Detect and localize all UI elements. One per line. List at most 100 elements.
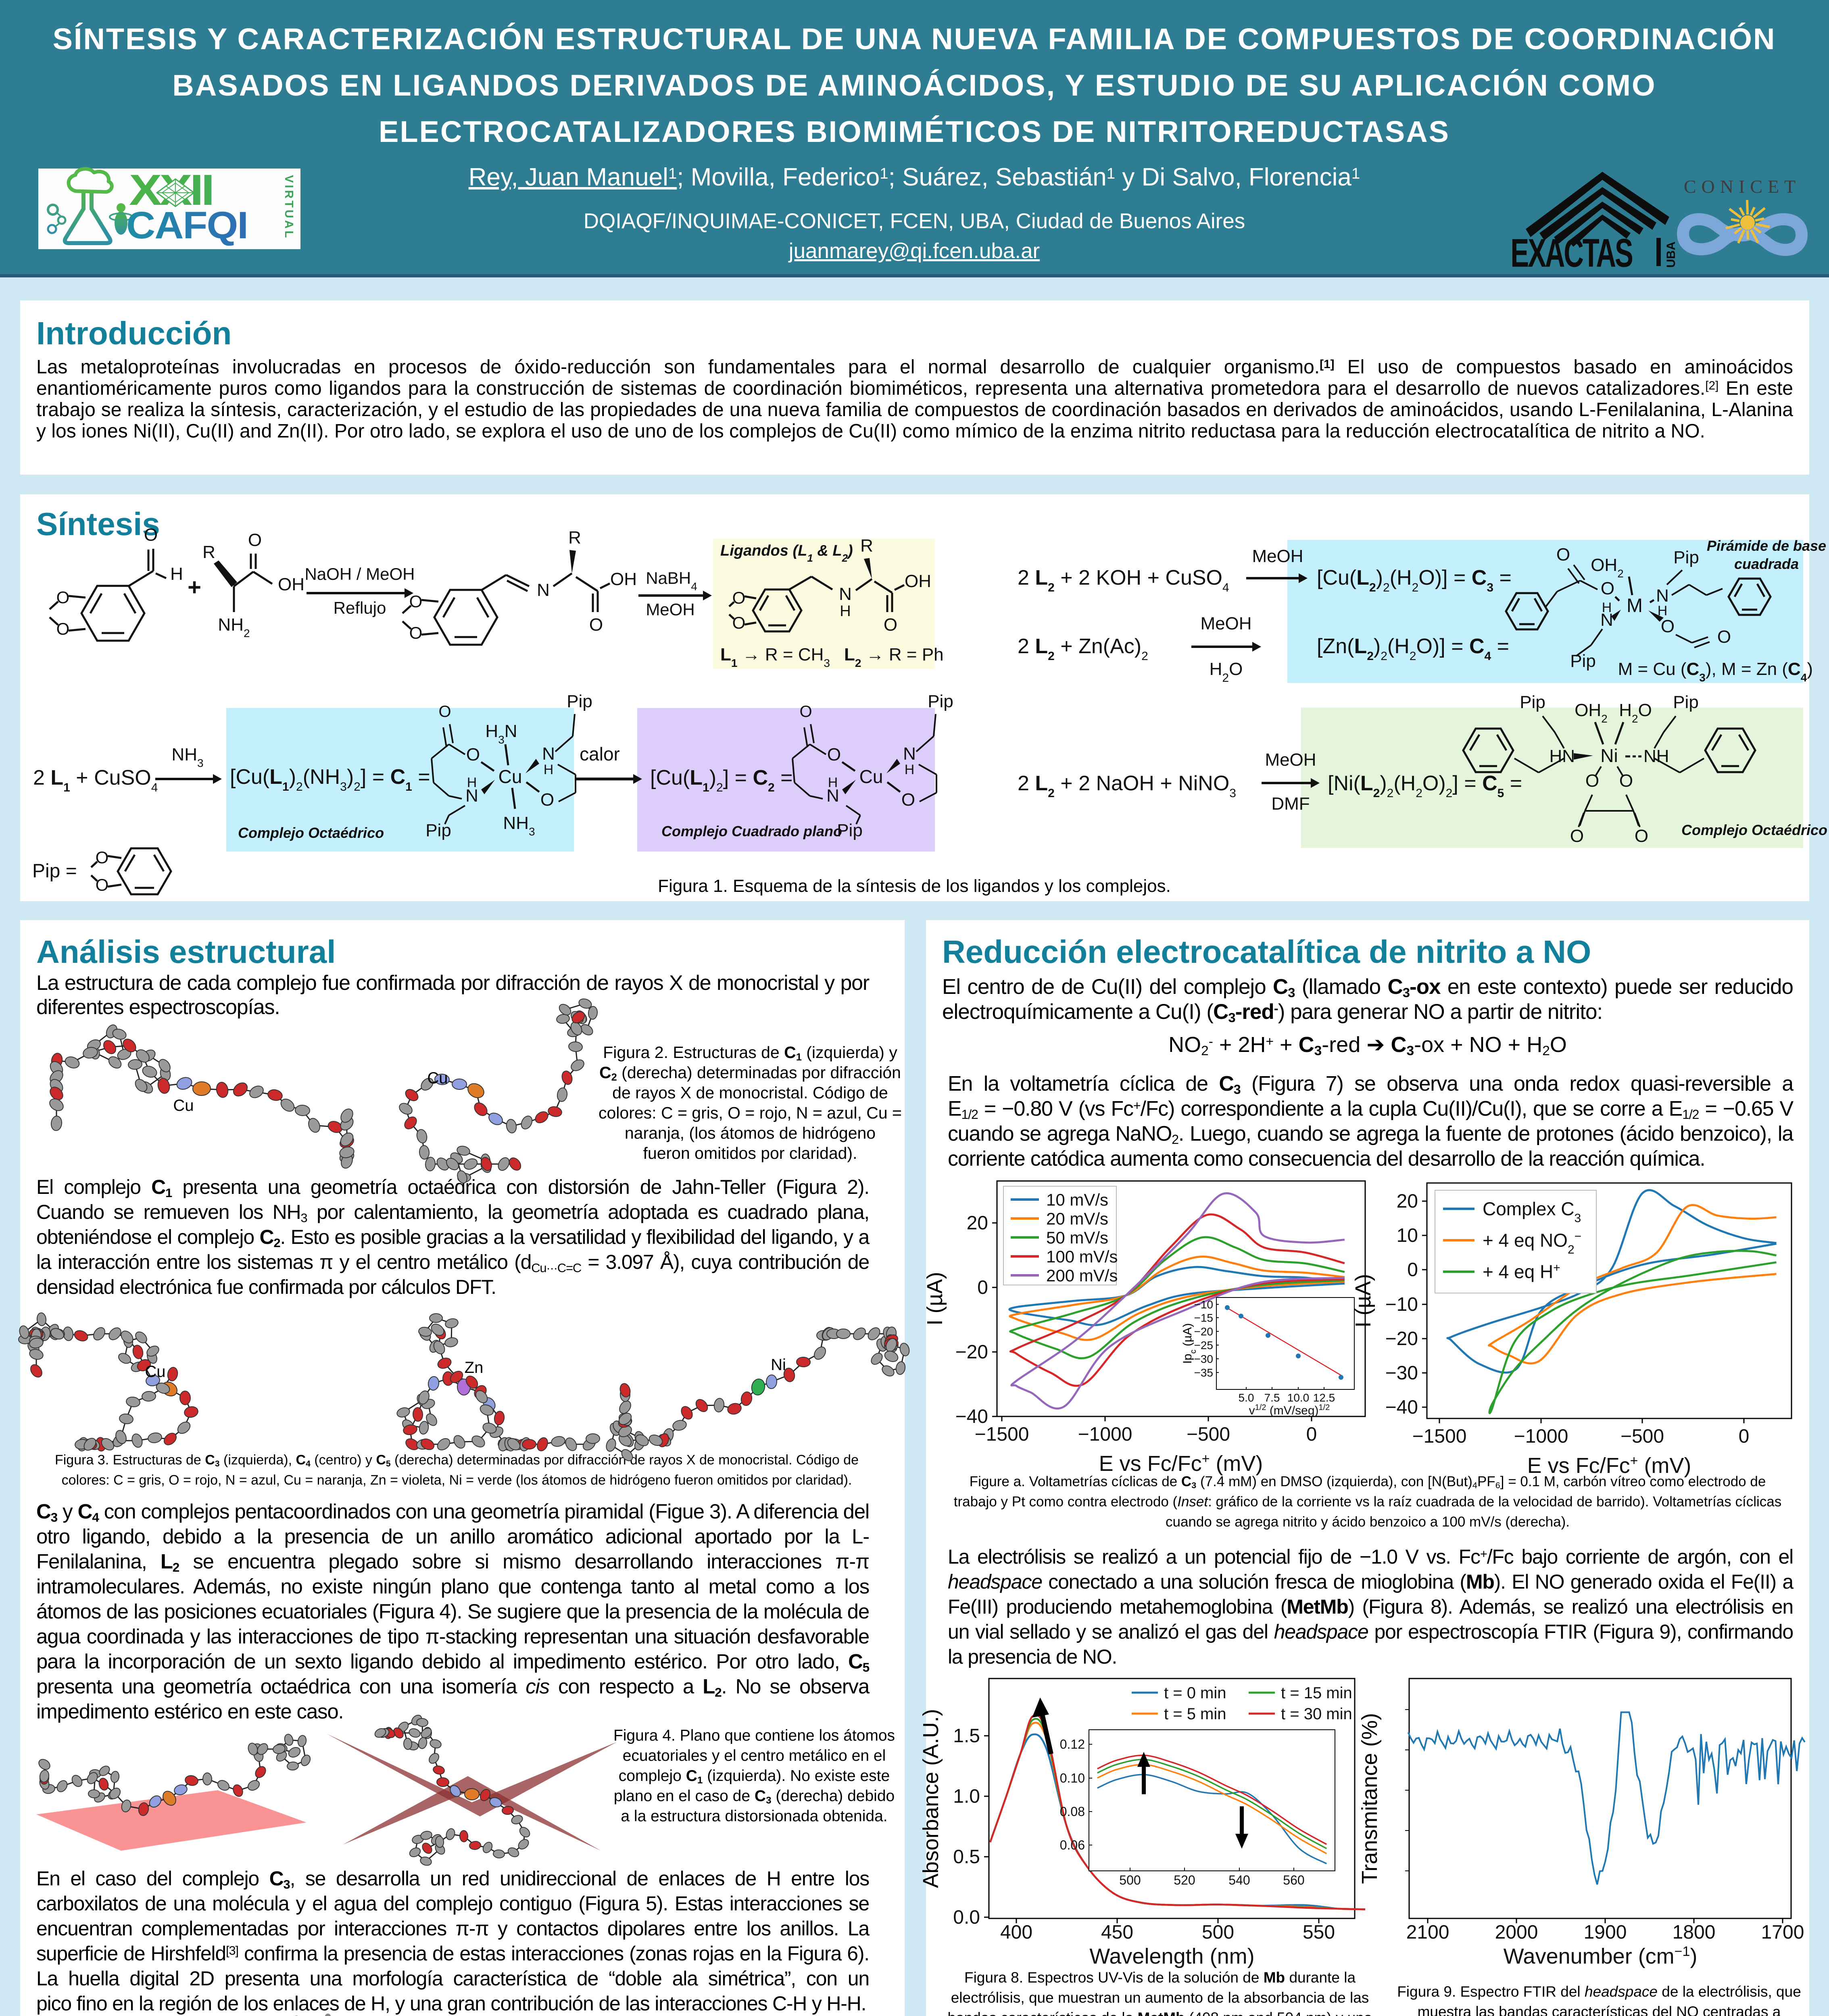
svg-text:1700: 1700: [1761, 1922, 1804, 1943]
svg-text:1900: 1900: [1584, 1922, 1627, 1943]
svg-text:O: O: [409, 592, 423, 611]
svg-text:CONICET: CONICET: [1684, 176, 1801, 197]
svg-text:−15: −15: [1194, 1312, 1214, 1324]
svg-text:O: O: [732, 588, 746, 607]
svg-text:Pip: Pip: [1520, 692, 1545, 712]
svg-text:H: H: [1602, 600, 1612, 615]
svg-text:N: N: [839, 584, 852, 604]
svg-text:Pip: Pip: [425, 821, 451, 840]
svg-text:200 mV/s: 200 mV/s: [1046, 1266, 1118, 1285]
svg-text:0: 0: [1306, 1424, 1317, 1445]
svg-text:1.5: 1.5: [953, 1725, 980, 1747]
svg-text:O: O: [1635, 826, 1648, 846]
svg-text:500: 500: [1119, 1873, 1141, 1887]
svg-text:O: O: [589, 615, 603, 635]
svg-text:H: H: [840, 603, 851, 620]
svg-text:Pip =: Pip =: [32, 860, 77, 882]
svg-text:520: 520: [1174, 1873, 1195, 1887]
svg-text:−25: −25: [1194, 1339, 1214, 1352]
svg-text:0.0: 0.0: [953, 1907, 980, 1928]
svg-text:20: 20: [967, 1212, 988, 1234]
svg-text:−40: −40: [955, 1406, 988, 1427]
svg-text:O: O: [1556, 545, 1570, 564]
svg-text:−30: −30: [1385, 1362, 1418, 1384]
svg-text:0.08: 0.08: [1060, 1804, 1085, 1819]
svg-text:[Zn(L2)2(H2O)] = C4 =: [Zn(L2)2(H2O)] = C4 =: [1317, 635, 1509, 663]
svg-text:2000: 2000: [1495, 1922, 1538, 1943]
svg-text:NH2: NH2: [218, 615, 250, 639]
svg-text:Cu: Cu: [859, 766, 883, 787]
svg-text:Pip: Pip: [1570, 651, 1596, 671]
svg-text:Pip: Pip: [837, 821, 863, 840]
svg-text:t = 30 min: t = 30 min: [1281, 1705, 1352, 1723]
svg-text:O: O: [732, 613, 746, 632]
svg-text:I (µA): I (µA): [1351, 1274, 1375, 1327]
svg-text:O: O: [96, 875, 109, 894]
svg-text:O: O: [409, 623, 423, 642]
svg-text:N: N: [542, 744, 555, 764]
svg-text:O: O: [248, 530, 262, 550]
svg-text:OH: OH: [610, 569, 637, 589]
svg-text:NH3: NH3: [503, 813, 535, 838]
svg-text:450: 450: [1101, 1922, 1133, 1943]
svg-text:[Ni(L2)2(H2O)2] = C5 =: [Ni(L2)2(H2O)2] = C5 =: [1328, 772, 1522, 800]
svg-text:NaOH / MeOH: NaOH / MeOH: [304, 564, 415, 583]
svg-text:E vs Fc/Fc+ (mV): E vs Fc/Fc+ (mV): [1099, 1451, 1263, 1476]
svg-text:O: O: [56, 619, 70, 638]
svg-text:12.5: 12.5: [1313, 1391, 1335, 1404]
svg-text:0: 0: [1407, 1259, 1418, 1281]
svg-text:2100: 2100: [1406, 1922, 1449, 1943]
svg-text:10 mV/s: 10 mV/s: [1046, 1190, 1108, 1209]
svg-text:EXACTAS: EXACTAS: [1510, 231, 1632, 276]
svg-text:+: +: [188, 574, 201, 600]
svg-text:Wavenumber (cm−1): Wavenumber (cm−1): [1504, 1944, 1698, 1968]
svg-text:500: 500: [1202, 1922, 1234, 1943]
svg-text:H2O: H2O: [1210, 659, 1243, 685]
svg-text:CAFQI: CAFQI: [126, 204, 248, 246]
svg-text:OH: OH: [278, 575, 304, 594]
svg-text:−500: −500: [1187, 1424, 1230, 1445]
svg-text:[Cu(L1)2(NH3)2] = C1 =: [Cu(L1)2(NH3)2] = C1 =: [230, 765, 430, 793]
svg-text:400: 400: [1000, 1922, 1032, 1943]
svg-text:N: N: [826, 786, 839, 806]
svg-text:0.12: 0.12: [1060, 1737, 1085, 1752]
svg-text:Cu: Cu: [498, 766, 522, 787]
svg-text:M = Cu (C3), M = Zn (C4): M = Cu (C3), M = Zn (C4): [1618, 659, 1813, 684]
svg-text:MeOH: MeOH: [1252, 546, 1303, 566]
svg-text:+ 4 eq H+: + 4 eq H+: [1483, 1261, 1560, 1283]
svg-text:Pip: Pip: [1673, 692, 1699, 712]
svg-text:−40: −40: [1385, 1397, 1418, 1418]
svg-text:−1000: −1000: [1514, 1426, 1568, 1447]
svg-text:H: H: [544, 762, 554, 777]
svg-text:−1000: −1000: [1078, 1424, 1132, 1445]
svg-text:H: H: [170, 564, 183, 584]
svg-text:−1500: −1500: [1412, 1426, 1467, 1447]
svg-text:O: O: [827, 745, 841, 764]
svg-text:20: 20: [1397, 1191, 1418, 1212]
svg-text:Cu: Cu: [173, 1097, 194, 1114]
svg-text:2 L2 + 2 NaOH + NiNO3: 2 L2 + 2 NaOH + NiNO3: [1018, 772, 1236, 800]
svg-text:H: H: [828, 775, 838, 790]
svg-text:−1500: −1500: [975, 1424, 1029, 1445]
svg-text:R: R: [202, 542, 215, 562]
svg-text:R: R: [860, 536, 873, 556]
svg-text:0: 0: [1739, 1426, 1750, 1447]
svg-text:Complejo Octaédrico: Complejo Octaédrico: [1681, 822, 1827, 838]
svg-text:calor: calor: [580, 744, 620, 764]
svg-text:Zn: Zn: [465, 1359, 484, 1377]
svg-text:−10: −10: [1385, 1294, 1418, 1315]
svg-text:O: O: [901, 790, 915, 810]
svg-text:1800: 1800: [1673, 1922, 1716, 1943]
svg-text:O: O: [799, 703, 812, 721]
svg-text:N: N: [537, 580, 550, 600]
svg-text:H3N: H3N: [485, 721, 517, 746]
svg-text:O: O: [1717, 627, 1731, 647]
svg-text:H: H: [905, 762, 915, 777]
svg-text:O: O: [144, 525, 158, 545]
svg-text:OH2: OH2: [1591, 555, 1624, 580]
svg-text:550: 550: [1303, 1922, 1335, 1943]
svg-text:L2 → R = Ph: L2 → R = Ph: [844, 645, 944, 669]
svg-text:Ni: Ni: [1600, 745, 1618, 766]
svg-text:[Cu(L2)2(H2O)] = C3 =: [Cu(L2)2(H2O)] = C3 =: [1317, 566, 1512, 594]
svg-text:O: O: [56, 588, 70, 607]
